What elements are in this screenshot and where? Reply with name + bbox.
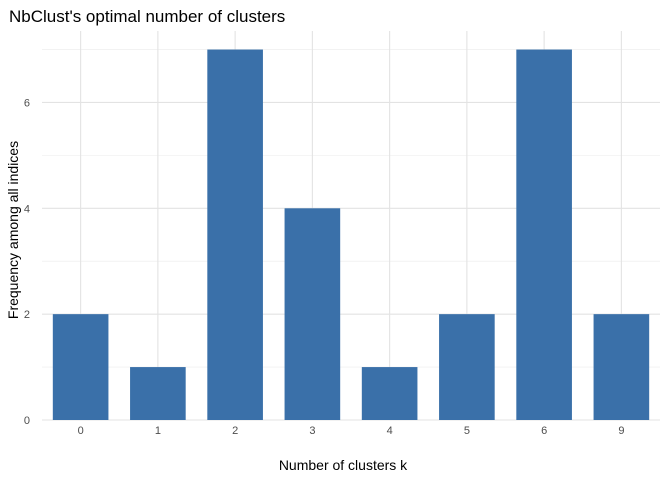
x-tick-label: 4 [387,425,393,437]
x-tick-label: 9 [618,425,624,437]
bar-9 [593,314,650,420]
y-axis-ticks: 0 2 4 6 [24,97,30,427]
y-tick-label: 2 [24,309,30,321]
chart-title: NbClust's optimal number of clusters [9,7,285,26]
y-tick-label: 6 [24,97,30,109]
x-tick-label: 0 [78,425,84,437]
bar-5 [439,314,495,420]
x-axis-title: Number of clusters k [279,457,408,473]
x-tick-label: 3 [309,425,315,437]
bars [52,49,650,421]
bar-6 [516,49,572,421]
y-tick-label: 4 [24,203,30,215]
bar-4 [361,367,418,420]
x-tick-label: 6 [541,425,547,437]
bar-0 [52,314,109,420]
x-tick-label: 5 [464,425,470,437]
bar-3 [284,208,341,420]
x-tick-label: 2 [232,425,238,437]
bar-1 [130,367,186,420]
y-axis-title: Frequency among all indices [5,141,21,319]
y-tick-label: 0 [24,415,30,427]
x-axis-ticks: 0 1 2 3 4 5 6 9 [78,425,625,437]
x-tick-label: 1 [155,425,161,437]
bar-2 [207,49,263,421]
